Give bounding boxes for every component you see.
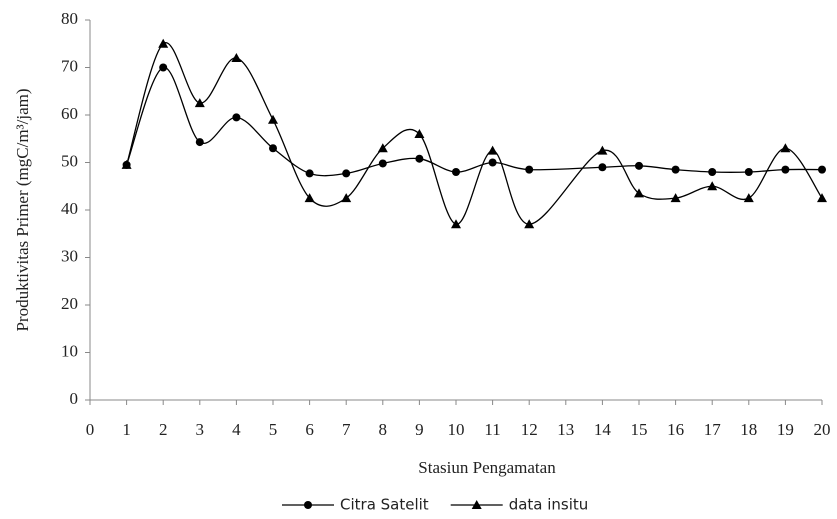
marker xyxy=(707,181,718,191)
x-tick-label: 6 xyxy=(305,420,314,439)
marker xyxy=(487,145,498,155)
y-tick-label: 60 xyxy=(61,104,78,123)
marker xyxy=(159,63,168,72)
marker xyxy=(194,98,205,108)
marker xyxy=(635,161,643,170)
y-tick-label: 80 xyxy=(61,9,78,28)
marker xyxy=(598,163,607,172)
y-tick-label: 0 xyxy=(70,389,79,408)
marker xyxy=(817,193,827,203)
marker xyxy=(708,168,717,176)
marker xyxy=(232,113,241,122)
x-tick-label: 10 xyxy=(448,420,465,439)
marker xyxy=(414,129,425,138)
marker xyxy=(744,168,753,176)
legend-label: Citra Satelit xyxy=(340,496,429,514)
marker xyxy=(451,219,461,229)
marker xyxy=(377,143,388,153)
marker xyxy=(597,145,608,155)
x-tick-label: 11 xyxy=(484,420,500,439)
x-tick-label: 20 xyxy=(814,420,831,439)
x-axis-label: Stasiun Pengamatan xyxy=(418,458,556,477)
x-tick-label: 18 xyxy=(740,420,757,439)
x-tick-label: 5 xyxy=(269,420,278,439)
x-tick-label: 8 xyxy=(379,420,388,439)
legend: Citra Satelit data insitu xyxy=(282,496,588,514)
marker xyxy=(341,193,352,203)
marker xyxy=(780,143,791,153)
x-tick-label: 0 xyxy=(86,420,95,439)
marker xyxy=(305,169,314,178)
marker xyxy=(818,165,826,174)
marker xyxy=(524,219,535,229)
x-tick-label: 13 xyxy=(557,420,574,439)
marker xyxy=(304,193,315,203)
x-tick-label: 3 xyxy=(196,420,205,439)
marker xyxy=(671,165,680,174)
marker xyxy=(121,159,132,169)
x-tick-label: 15 xyxy=(631,420,648,439)
series-line xyxy=(125,42,823,225)
marker xyxy=(415,154,424,163)
y-tick-label: 30 xyxy=(61,246,78,265)
marker xyxy=(743,193,754,203)
marker xyxy=(525,165,534,174)
x-tick-label: 9 xyxy=(415,420,424,439)
marker xyxy=(670,193,681,203)
x-tick-label: 7 xyxy=(342,420,351,439)
y-tick-label: 10 xyxy=(61,341,78,360)
x-tick-label: 17 xyxy=(704,420,722,439)
marker xyxy=(378,159,387,168)
marker xyxy=(158,38,169,48)
marker xyxy=(269,144,277,153)
series-line xyxy=(125,66,823,177)
y-axis-label: Produktivitas Primer (mgC/m³/jam) xyxy=(13,88,32,331)
x-tick-label: 2 xyxy=(159,420,168,439)
x-tick-label: 16 xyxy=(667,420,684,439)
x-tick-label: 4 xyxy=(232,420,241,439)
marker xyxy=(634,188,644,198)
x-tick-label: 19 xyxy=(777,420,794,439)
marker xyxy=(781,165,790,174)
legend-marker xyxy=(304,501,312,509)
legend-marker xyxy=(471,500,482,509)
marker xyxy=(452,168,460,176)
marker xyxy=(231,53,242,62)
x-tick-label: 14 xyxy=(594,420,612,439)
y-tick-label: 70 xyxy=(61,56,78,75)
marker xyxy=(195,138,204,147)
marker xyxy=(268,114,278,124)
legend-label: data insitu xyxy=(509,496,589,514)
y-tick-label: 50 xyxy=(61,151,78,170)
marker xyxy=(342,169,351,178)
x-tick-label: 12 xyxy=(521,420,538,439)
marker xyxy=(488,158,497,167)
x-tick-label: 1 xyxy=(122,420,131,439)
y-tick-label: 40 xyxy=(61,199,78,218)
y-tick-label: 20 xyxy=(61,294,78,313)
